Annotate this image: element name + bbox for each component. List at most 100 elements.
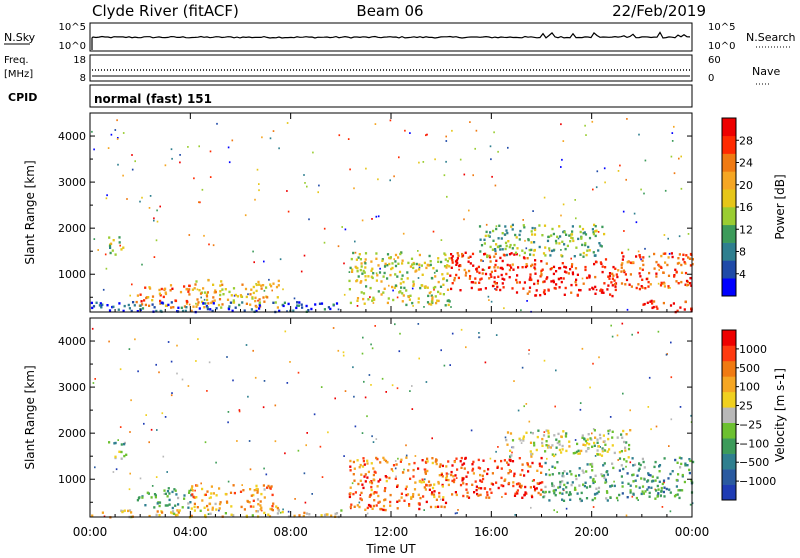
velocity-echo-cell <box>506 461 509 464</box>
power-echo-cell <box>394 260 397 263</box>
velocity-noise-cell <box>305 444 307 447</box>
velocity-echo-cell <box>191 493 194 496</box>
velocity-echo-cell <box>334 512 337 516</box>
power-echo-cell <box>663 282 666 285</box>
power-echo-cell <box>463 268 466 272</box>
power-echo-cell <box>181 309 185 313</box>
velocity-echo-cell <box>605 470 608 474</box>
power-echo-cell <box>297 304 300 307</box>
velocity-echo-cell <box>373 499 376 502</box>
power-noise-cell <box>105 197 108 200</box>
power-echo-cell <box>423 261 426 265</box>
power-echo-cell <box>529 253 532 256</box>
power-echo-cell <box>234 306 237 309</box>
velocity-noise-cell <box>398 350 401 353</box>
power-echo-cell <box>581 243 584 247</box>
velocity-echo-cell <box>560 435 563 438</box>
power-noise-cell <box>393 258 395 261</box>
power-noise-cell <box>156 209 158 212</box>
power-echo-cell <box>363 271 366 274</box>
velocity-echo-cell <box>678 496 681 500</box>
power-echo-cell <box>564 286 567 290</box>
power-echo-cell <box>307 309 310 312</box>
velocity-noise-cell <box>156 429 158 431</box>
velocity-echo-cell <box>148 514 151 518</box>
power-echo-cell <box>479 250 482 253</box>
velocity-echo-cell <box>483 487 487 490</box>
velocity-echo-cell <box>480 487 483 490</box>
velocity-echo-cell <box>592 477 595 481</box>
power-echo-cell <box>641 278 644 281</box>
power-echo-cell <box>402 280 405 284</box>
velocity-noise-cell <box>108 340 110 343</box>
velocity-noise-cell <box>129 431 131 433</box>
power-noise-cell <box>543 196 546 199</box>
velocity-echo-cell <box>108 441 111 444</box>
power-echo-cell <box>183 305 186 308</box>
velocity-echo-cell <box>425 461 428 464</box>
power-noise-cell <box>664 189 667 192</box>
velocity-echo-cell <box>477 486 480 490</box>
power-echo-cell <box>480 244 484 247</box>
velocity-echo-cell <box>438 495 441 498</box>
velocity-noise-cell <box>115 468 118 471</box>
power-echo-cell <box>677 257 680 260</box>
velocity-echo-cell <box>574 474 577 478</box>
velocity-echo-cell <box>551 484 554 487</box>
velocity-echo-cell <box>641 485 645 488</box>
velocity-echo-cell <box>518 437 521 440</box>
velocity-echo-cell <box>629 491 632 494</box>
velocity-echo-cell <box>491 483 495 486</box>
power-echo-cell <box>488 277 491 280</box>
power-noise-cell <box>304 182 306 184</box>
power-echo-cell <box>571 263 574 266</box>
power-echo-cell <box>608 274 612 278</box>
velocity-echo-cell <box>252 493 255 497</box>
velocity-noise-cell <box>226 356 228 358</box>
velocity-echo-cell <box>249 488 252 491</box>
velocity-echo-cell <box>362 457 365 460</box>
power-echo-cell <box>620 266 623 269</box>
velocity-echo-cell <box>353 479 356 482</box>
power-echo-cell <box>531 263 534 266</box>
velocity-echo-cell <box>624 449 627 452</box>
velocity-echo-cell <box>445 465 448 468</box>
power-echo-cell <box>221 303 224 306</box>
velocity-noise-cell <box>294 498 296 500</box>
power-noise-cell <box>110 133 113 136</box>
power-noise-cell <box>622 210 625 213</box>
power-echo-cell <box>576 273 579 276</box>
velocity-noise-cell <box>579 408 582 411</box>
velocity-colorbar-swatch <box>722 330 736 346</box>
velocity-noise-cell <box>637 331 639 334</box>
power-echo-cell <box>691 258 694 261</box>
power-echo-cell <box>577 237 580 241</box>
power-noise-cell <box>377 215 380 218</box>
power-noise-cell <box>445 140 448 142</box>
velocity-echo-cell <box>511 460 515 463</box>
power-echo-cell <box>682 258 685 261</box>
velocity-echo-cell <box>644 490 647 493</box>
power-echo-cell <box>390 267 393 271</box>
velocity-echo-cell <box>153 506 156 509</box>
power-echo-cell <box>164 304 168 307</box>
power-echo-cell <box>257 280 260 284</box>
velocity-echo-cell <box>582 443 585 446</box>
velocity-noise-cell <box>279 511 282 514</box>
velocity-noise-cell <box>670 418 673 421</box>
velocity-echo-cell <box>422 495 425 498</box>
velocity-echo-cell <box>516 489 519 492</box>
power-echo-cell <box>90 301 93 305</box>
power-noise-cell <box>426 133 428 136</box>
power-echo-cell <box>360 262 363 265</box>
power-noise-cell <box>475 129 478 132</box>
power-echo-cell <box>545 277 548 281</box>
velocity-echo-cell <box>598 433 602 437</box>
power-noise-cell <box>526 300 528 302</box>
velocity-echo-cell <box>375 504 378 507</box>
power-echo-cell <box>398 291 401 294</box>
velocity-echo-cell <box>531 461 534 465</box>
power-echo-cell <box>423 285 426 289</box>
velocity-echo-cell <box>478 467 482 470</box>
velocity-echo-cell <box>558 440 561 443</box>
